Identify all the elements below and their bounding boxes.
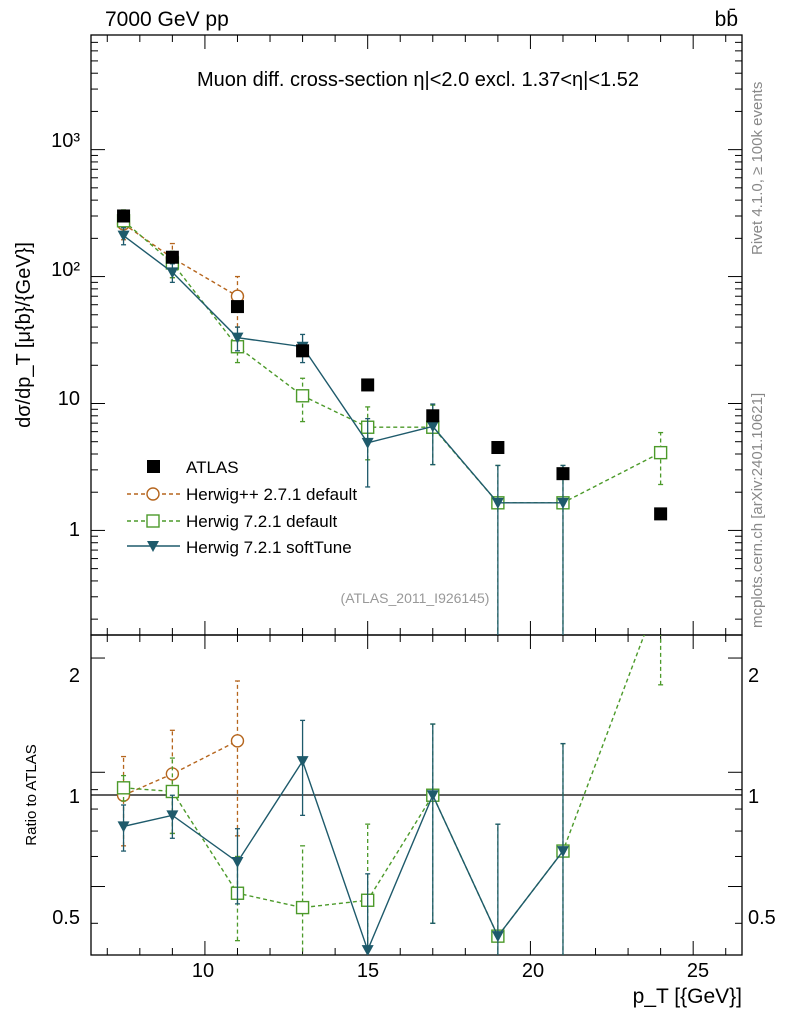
ytick-label: 10³ — [51, 130, 80, 152]
legend-marker-atlas — [147, 460, 160, 473]
data-point — [231, 857, 244, 869]
data-point — [491, 931, 504, 943]
data-point — [230, 300, 244, 314]
data-point — [361, 437, 374, 449]
data-point — [165, 250, 179, 264]
xtick-label: 25 — [687, 960, 709, 982]
data-point — [491, 441, 505, 455]
data-point — [116, 781, 131, 795]
data-point — [426, 409, 440, 423]
data-point — [230, 734, 245, 748]
legend-label: Herwig 7.2.1 softTune — [186, 538, 352, 557]
data-point — [296, 756, 309, 768]
legend-label: ATLAS — [186, 458, 239, 477]
main-plot-area — [116, 209, 668, 635]
xtick-label: 15 — [357, 960, 379, 982]
legend-marker-herwig-default — [146, 514, 160, 528]
series-line — [123, 635, 645, 938]
ratio-axis-ticks — [91, 635, 742, 955]
ytick-label-right: 2 — [748, 665, 759, 687]
data-point — [361, 945, 374, 955]
analysis-tag: (ATLAS_2011_I926145) — [341, 590, 490, 606]
xlabel: p_T [{GeV}] — [633, 985, 742, 1008]
data-point — [166, 810, 179, 822]
data-point — [426, 790, 439, 802]
legend-marker-herwig-softtune — [147, 541, 159, 552]
series-layer — [116, 635, 664, 955]
series-layer — [116, 209, 668, 635]
data-point — [295, 389, 310, 403]
data-point — [295, 900, 310, 915]
ytick-label: 0.5 — [52, 907, 80, 929]
data-point — [491, 497, 504, 509]
ratio-ylabel: Ratio to ATLAS — [23, 744, 40, 845]
xtick-labels: 10 15 20 25 — [192, 960, 709, 982]
mcplots-label: mcplots.cern.ch [arXiv:2401.10621] — [749, 393, 766, 628]
series-atlas — [117, 209, 668, 521]
legend-label: Herwig 7.2.1 default — [186, 512, 337, 531]
xtick-label: 10 — [192, 960, 214, 982]
ytick-label: 1 — [69, 786, 80, 808]
data-point — [654, 507, 668, 521]
ytick-label: 10² — [51, 259, 80, 281]
main-axis-ticks — [91, 34, 742, 635]
data-point — [361, 378, 375, 392]
process-label: bb̄ — [715, 8, 738, 31]
main-ytick-labels: 1 10 10² 10³ — [51, 130, 80, 541]
ratio-plot-area — [116, 635, 664, 955]
ratio-ytick-labels: 0.5 1 2 0.5 1 2 — [52, 665, 776, 929]
ytick-label: 10 — [58, 388, 80, 410]
data-point — [653, 445, 668, 460]
data-point — [117, 821, 130, 833]
data-point — [426, 421, 439, 433]
series-herwig-2-7-1-default — [116, 210, 245, 328]
series-line — [123, 740, 238, 796]
series-line — [123, 235, 563, 504]
ytick-label: 2 — [69, 665, 80, 687]
series-line — [123, 759, 564, 953]
ytick-label-right: 0.5 — [748, 907, 776, 929]
data-point — [556, 846, 569, 858]
chart-title: Muon diff. cross-section η|<2.0 excl. 1.… — [197, 69, 639, 91]
series-herwig-7-2-1-softtune — [117, 719, 569, 955]
rivet-label: Rivet 4.1.0, ≥ 100k events — [749, 82, 766, 255]
main-ylabel: dσ/dp_T [μ{b}/{GeV}] — [13, 242, 35, 428]
data-point — [231, 332, 244, 344]
energy-label: 7000 GeV pp — [105, 8, 229, 31]
ytick-label-right: 1 — [748, 786, 759, 808]
legend-marker-herwigpp — [146, 487, 160, 501]
data-point — [117, 209, 131, 223]
data-point — [556, 497, 569, 509]
xtick-label: 20 — [522, 960, 544, 982]
data-point — [556, 467, 570, 481]
data-point — [166, 267, 179, 279]
data-point — [117, 230, 130, 242]
ytick-label: 1 — [69, 519, 80, 541]
legend: ATLAS Herwig++ 2.7.1 default Herwig 7.2.… — [127, 458, 357, 557]
legend-label: Herwig++ 2.7.1 default — [186, 485, 357, 504]
data-point — [296, 344, 310, 358]
